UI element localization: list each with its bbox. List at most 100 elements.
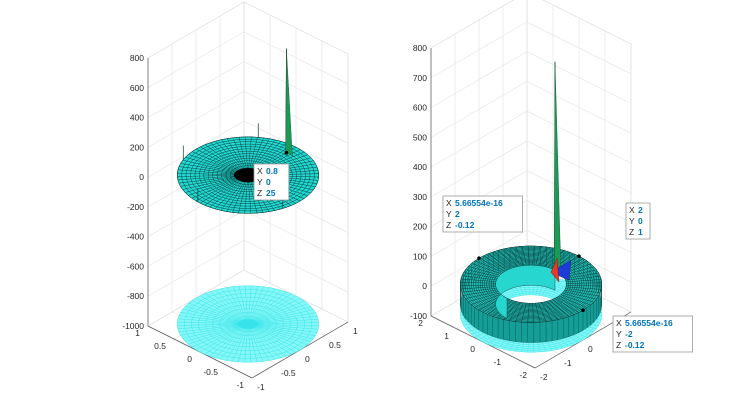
- z-tick-label: 800: [130, 53, 144, 63]
- projection-spoke: [195, 297, 249, 325]
- projection-spoke: [247, 312, 316, 325]
- projection-spoke: [247, 323, 319, 327]
- projection-spoke: [247, 323, 252, 363]
- surface-spoke: [463, 272, 498, 279]
- projection-spoke: [247, 295, 297, 325]
- projection-spoke: [247, 323, 276, 360]
- surface-spoke: [493, 251, 513, 269]
- projection-spoke: [191, 300, 249, 325]
- projection-spoke: [549, 281, 570, 299]
- x-tick-label: 1: [353, 326, 358, 336]
- projection-spoke: [185, 305, 249, 325]
- projection-spoke: [247, 288, 276, 325]
- y-tick-label: 1: [444, 331, 449, 341]
- surface-spoke: [532, 246, 535, 266]
- projection-spoke: [200, 295, 249, 325]
- projection-spoke: [247, 323, 305, 348]
- projection-spoke: [232, 286, 249, 325]
- surface-spoke: [509, 247, 521, 267]
- datatip-value-x: 0.8: [266, 166, 278, 176]
- projection-spoke: [177, 323, 249, 326]
- projection-spoke: [238, 286, 249, 325]
- projection-spoke: [214, 323, 249, 358]
- projection-spoke: [247, 323, 281, 359]
- projection-spoke: [244, 323, 249, 363]
- surface-spoke: [566, 282, 602, 284]
- projection-spoke: [247, 323, 319, 330]
- surface-spoke: [562, 292, 594, 303]
- projection-spoke: [204, 293, 249, 325]
- projection-spoke: [188, 323, 249, 345]
- z-tick-label: -1000: [122, 321, 144, 331]
- surface-spoke: [468, 266, 500, 276]
- surface-spoke: [563, 291, 597, 300]
- y-tick-label: -1: [493, 357, 501, 367]
- projection-spoke: [247, 286, 258, 325]
- surface-spoke: [474, 260, 504, 273]
- subplot-1: -1000-800-600-400-2000200400600800-1-0.5…: [122, 1, 358, 392]
- projection-spoke: [247, 293, 292, 325]
- projection-spoke: [238, 323, 249, 362]
- surface-spoke: [527, 246, 530, 266]
- projection-spoke: [177, 318, 249, 325]
- surface: [177, 136, 319, 214]
- datatip-value-x: 5.66554e-16: [455, 198, 503, 208]
- projection-spoke: [247, 323, 264, 362]
- surface-spoke: [541, 247, 553, 267]
- surface-spoke: [461, 288, 497, 293]
- datatip-value-y: 0: [638, 216, 643, 226]
- datatip-value-x: 2: [638, 205, 643, 215]
- projection-spoke: [226, 323, 249, 361]
- datatip-key-z: Z: [446, 220, 451, 230]
- datatip-value-x: 5.66554e-16: [625, 318, 673, 328]
- z-tick-label: 400: [413, 162, 427, 172]
- datatip-key-x: X: [629, 205, 635, 215]
- surface-spoke: [552, 299, 575, 315]
- projection-spoke: [247, 306, 311, 325]
- datatip-key-y: Y: [257, 177, 263, 187]
- datatip-value-z: -0.12: [455, 220, 475, 230]
- projection-spoke: [247, 319, 319, 325]
- z-tick-label: 600: [130, 83, 144, 93]
- surface-spoke: [503, 248, 518, 267]
- datatip-box: [625, 202, 651, 240]
- datatip: X 5.66554e-16Y 2Z -0.12: [442, 195, 523, 261]
- projection-spoke: [247, 323, 292, 355]
- projection-spoke: [199, 323, 249, 353]
- projection-spoke: [220, 288, 249, 325]
- projection-spoke: [547, 280, 565, 298]
- surface-spoke: [547, 301, 564, 319]
- projection-spoke: [195, 323, 249, 350]
- surface-spoke: [538, 302, 547, 322]
- z-tick-label: 600: [413, 103, 427, 113]
- projection-spoke: [247, 323, 308, 345]
- grid-z: [430, 0, 632, 49]
- projection-spoke: [247, 323, 296, 353]
- surface-spoke: [460, 282, 496, 284]
- datatip-key-x: X: [446, 198, 452, 208]
- z-tick-label: -100: [410, 311, 427, 321]
- datatip-key-y: Y: [446, 209, 452, 219]
- surface-spoke: [471, 294, 502, 305]
- z-tick-label: 500: [413, 132, 427, 142]
- projection-spoke: [247, 300, 305, 325]
- x-tick-label: -2: [540, 372, 548, 382]
- projection-spoke: [185, 323, 249, 342]
- projection-spoke: [226, 287, 249, 325]
- z-tick-label: -600: [127, 261, 144, 271]
- z-tick-label: 200: [413, 222, 427, 232]
- projection-spoke: [247, 323, 286, 357]
- surface-spoke: [471, 263, 502, 275]
- z-tick-label: 400: [130, 113, 144, 123]
- surface-spoke: [460, 278, 496, 282]
- z-tick-label: -200: [127, 202, 144, 212]
- datatip: X 5.66554e-16Y -2 Z -0.12: [581, 308, 693, 353]
- datatip-box: [442, 195, 523, 233]
- datatip-key-y: Y: [629, 216, 635, 226]
- y-tick-label: 0.5: [154, 341, 166, 351]
- surface-spoke: [564, 289, 599, 297]
- floor-projection: [177, 285, 319, 363]
- z-tick-label: 0: [139, 172, 144, 182]
- surface-spoke: [509, 302, 521, 321]
- projection-spoke: [232, 323, 249, 362]
